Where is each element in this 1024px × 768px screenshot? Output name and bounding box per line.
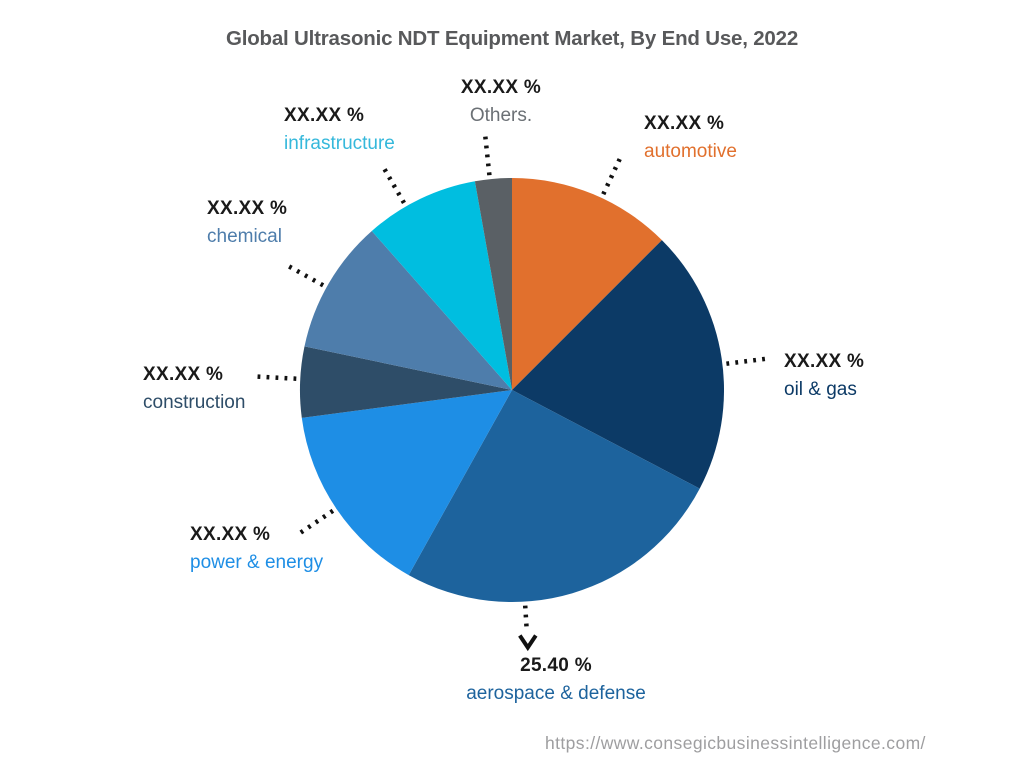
slice-label-chemical: chemical: [207, 226, 282, 247]
slice-label-others: Others.: [469, 105, 533, 126]
leader-arrowhead-aerospace-defense: [518, 634, 538, 652]
leader-line-chemical: [287, 263, 325, 288]
callout-aerospace-defense: 25.40 % aerospace & defense: [456, 656, 656, 703]
leader-line-infrastructure: [382, 167, 406, 205]
pie-slice-automotive: [512, 178, 662, 390]
callout-automotive: XX.XX % automotive: [644, 114, 737, 161]
pie-slice-chemical: [304, 231, 512, 390]
pie-slice-construction: [299, 346, 512, 418]
slice-value-oil-gas: XX.XX %: [784, 351, 865, 372]
leader-line-aerospace-defense: [522, 605, 530, 632]
callout-chemical: XX.XX % chemical: [207, 199, 287, 246]
pie-slice-oil-gas: [512, 240, 725, 489]
chart-title: Global Ultrasonic NDT Equipment Market, …: [225, 27, 799, 50]
source-url: https://www.consegicbusinessintelligence…: [545, 733, 926, 753]
leader-line-others: [482, 135, 492, 176]
pie-slice-others: [474, 178, 512, 390]
callout-infrastructure: XX.XX % infrastructure: [284, 106, 395, 153]
slice-value-others: XX.XX %: [460, 77, 542, 98]
pie-slice-power-energy: [301, 390, 512, 576]
slice-label-infrastructure: infrastructure: [284, 133, 395, 154]
slice-value-infrastructure: XX.XX %: [284, 105, 365, 126]
leader-line-construction: [256, 374, 297, 381]
slice-label-construction: construction: [143, 392, 246, 413]
leader-line-automotive: [601, 157, 623, 196]
leader-line-power-energy: [298, 508, 335, 536]
callout-power-energy: XX.XX % power & energy: [190, 525, 323, 572]
callout-oil-gas: XX.XX % oil & gas: [784, 352, 864, 399]
slice-value-chemical: XX.XX %: [207, 198, 288, 219]
pie-slice-aerospace-defense: [408, 390, 700, 602]
slice-value-automotive: XX.XX %: [644, 113, 725, 134]
pie-slice-infrastructure: [371, 181, 512, 390]
callout-construction: XX.XX % construction: [143, 365, 245, 412]
slice-value-aerospace-defense: 25.40 %: [520, 655, 592, 676]
slice-label-automotive: automotive: [644, 141, 737, 162]
slice-label-oil-gas: oil & gas: [784, 379, 857, 400]
slice-value-construction: XX.XX %: [143, 364, 224, 385]
slice-label-aerospace-defense: aerospace & defense: [466, 683, 646, 704]
slice-label-power-energy: power & energy: [190, 552, 324, 573]
slice-value-power-energy: XX.XX %: [190, 524, 271, 545]
callout-others: XX.XX % Others.: [440, 78, 562, 125]
leader-line-oil-gas: [726, 356, 767, 366]
